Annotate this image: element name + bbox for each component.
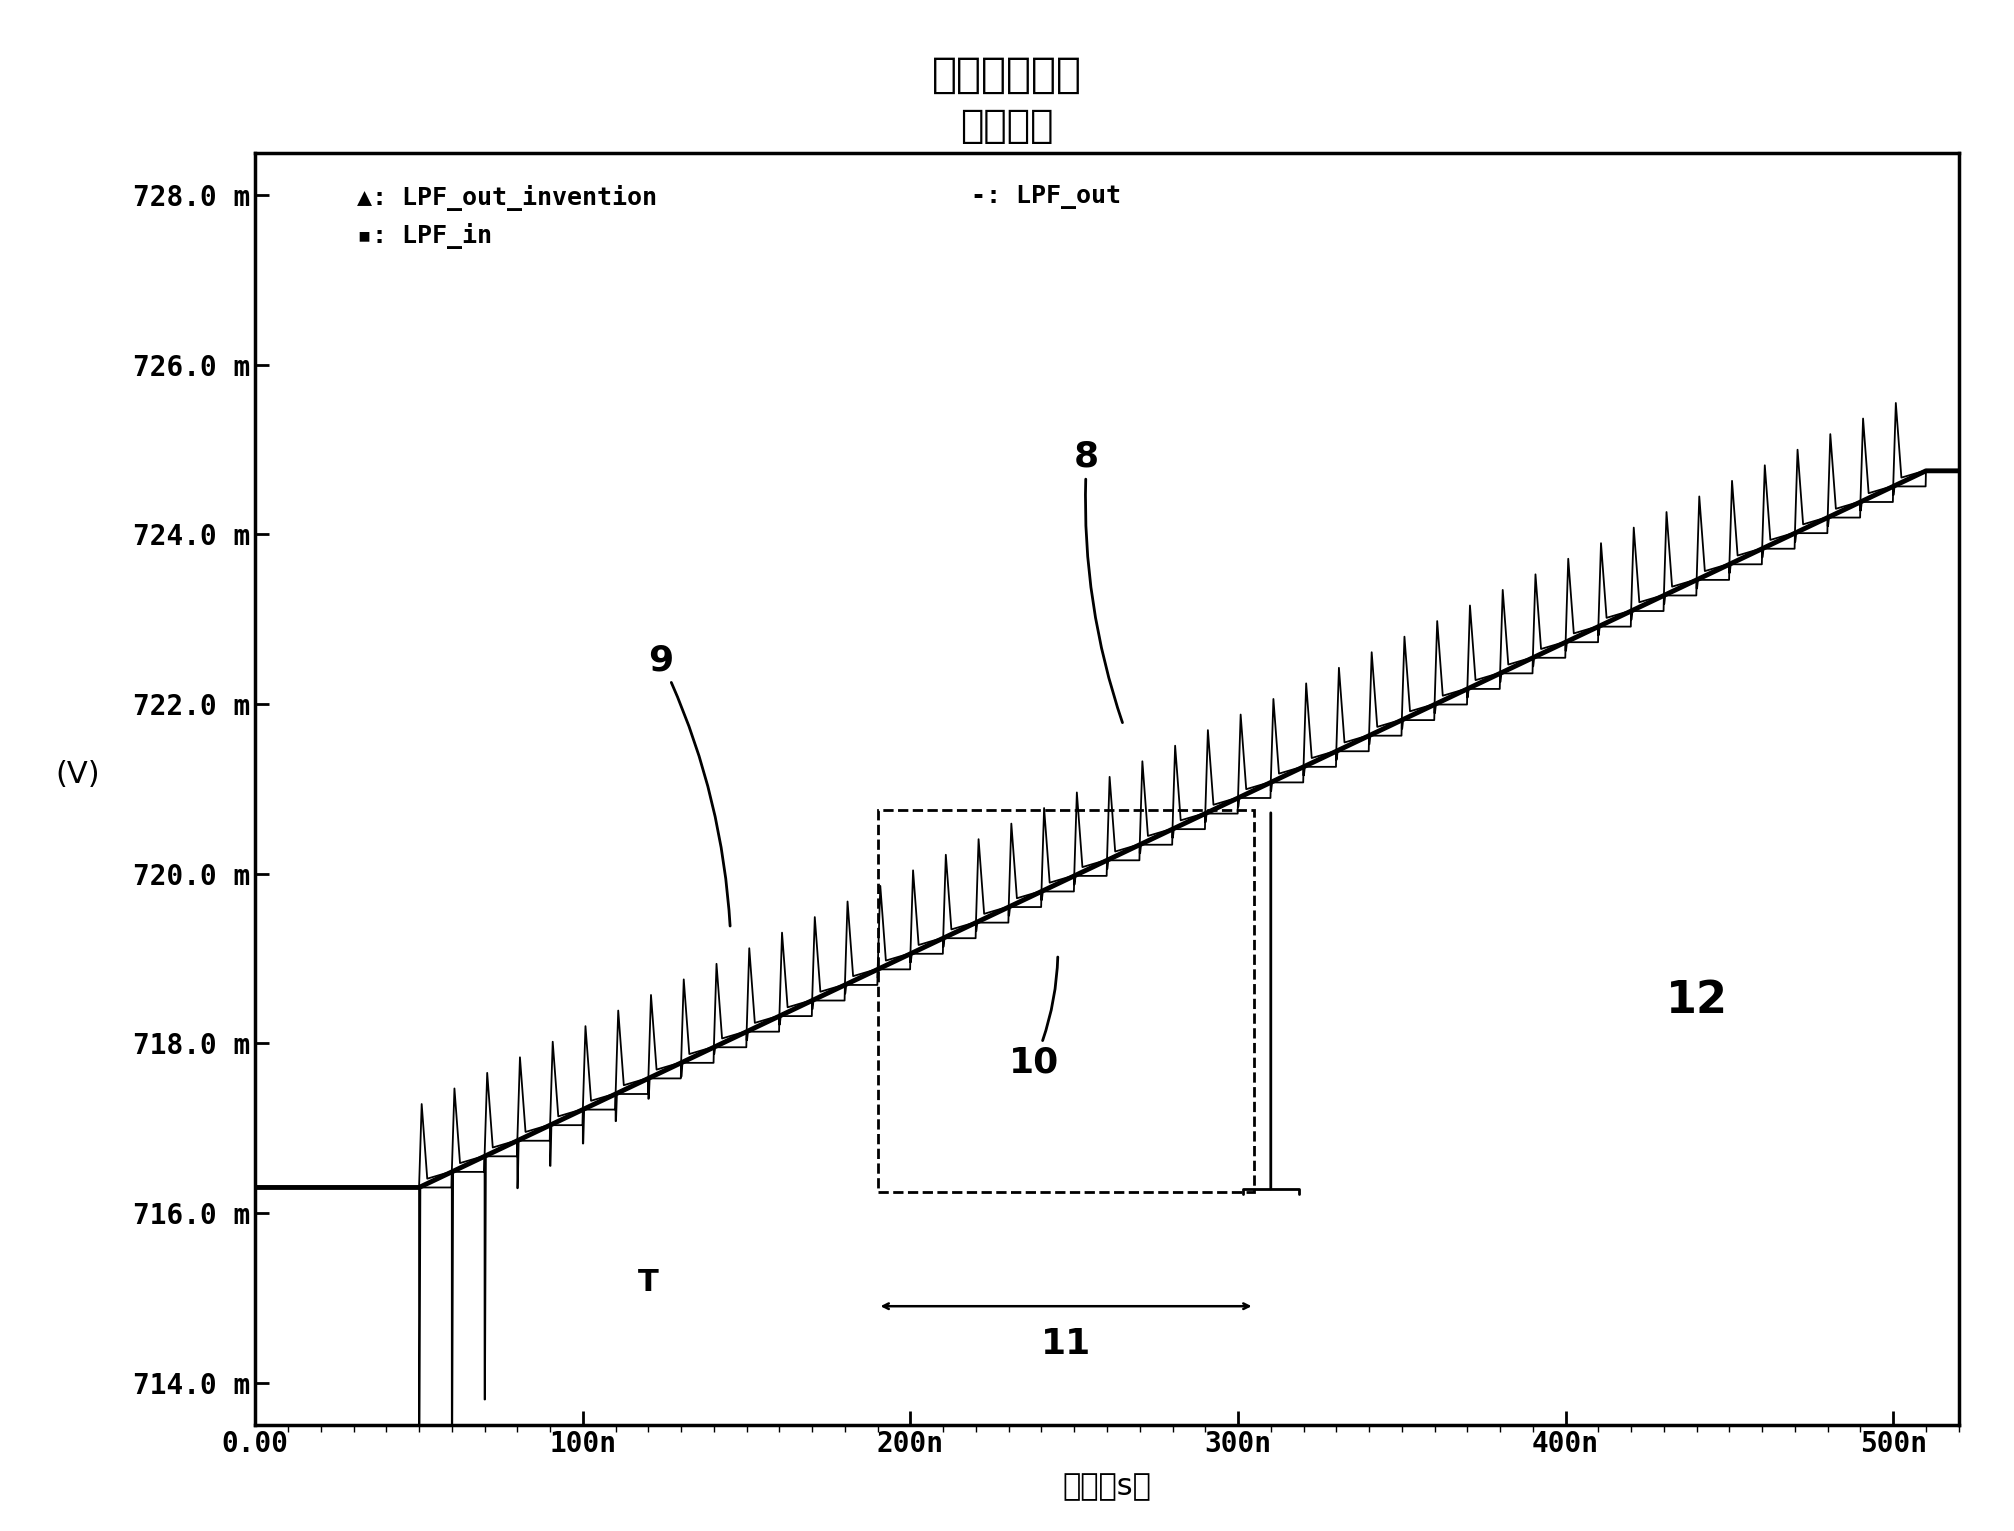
Bar	[878, 810, 1255, 1191]
Text: ▲: LPF_out_invention: ▲: LPF_out_invention	[356, 185, 657, 211]
Text: -: LPF_out: -: LPF_out	[971, 185, 1120, 208]
Text: 9: 9	[649, 643, 731, 926]
X-axis label: 时间（s）: 时间（s）	[1063, 1471, 1152, 1500]
Text: 8: 8	[1073, 439, 1122, 723]
Text: ▪: LPF_in: ▪: LPF_in	[356, 222, 493, 248]
Text: 瞬态响应: 瞬态响应	[961, 107, 1053, 145]
Text: 10: 10	[1009, 957, 1059, 1079]
Text: 11: 11	[1041, 1327, 1092, 1361]
Text: T: T	[638, 1268, 659, 1297]
Y-axis label: (V): (V)	[54, 759, 101, 788]
Text: 12: 12	[1666, 980, 1728, 1023]
Text: 本发明的效果: 本发明的效果	[932, 54, 1082, 95]
